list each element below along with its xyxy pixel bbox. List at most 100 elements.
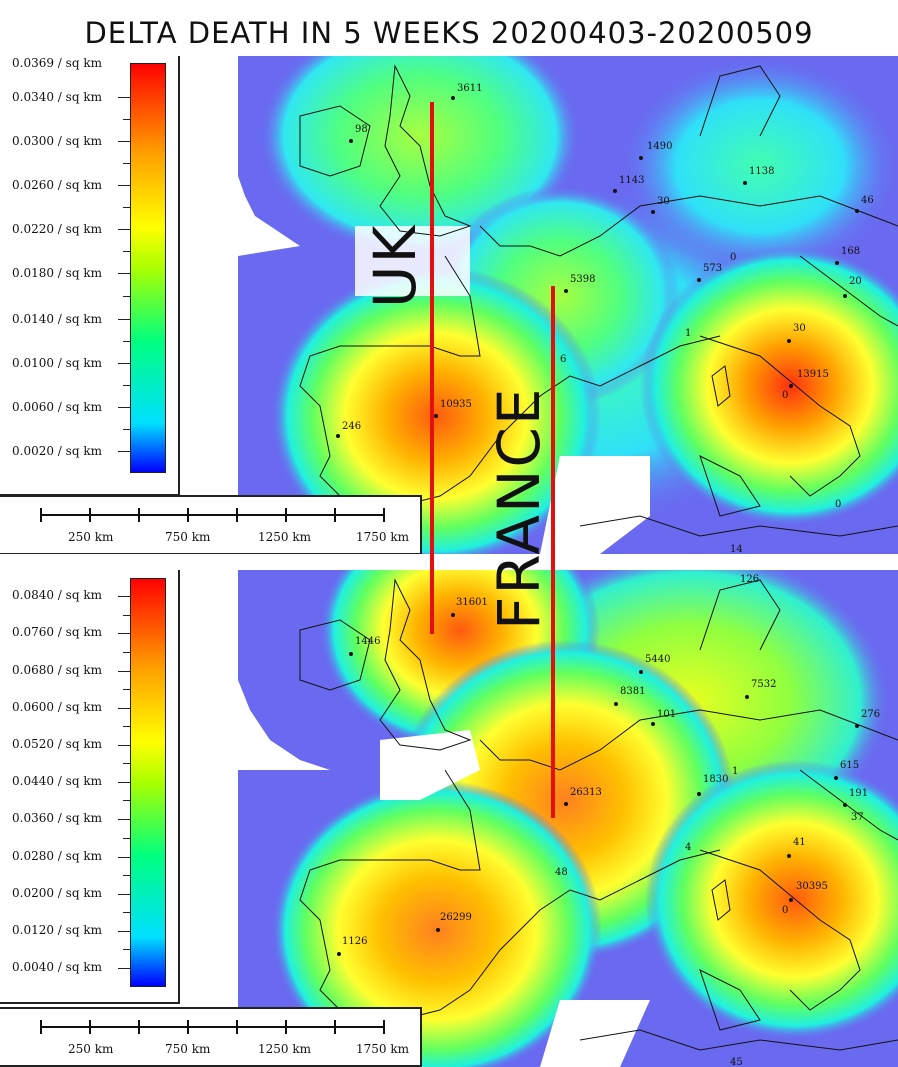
point-value: 37	[851, 812, 864, 823]
point-value: 26313	[570, 787, 602, 798]
data-point	[743, 181, 747, 185]
color-scale-bar	[130, 63, 166, 473]
legend-label: 0.0760 / sq km	[12, 625, 102, 639]
point-value: 0	[835, 499, 842, 510]
color-legend: 0.0369 / sq km 0.0340 / sq km 0.0300 / s…	[0, 56, 180, 496]
data-point	[349, 652, 353, 656]
point-value: 573	[703, 263, 723, 274]
scale-label: 250 km	[68, 1042, 114, 1056]
legend-label: 0.0680 / sq km	[12, 663, 102, 677]
legend-label: 0.0369 / sq km	[12, 56, 102, 70]
point-value: 30	[657, 196, 670, 207]
legend-label: 0.0260 / sq km	[12, 178, 102, 192]
data-point	[843, 803, 847, 807]
point-value: 4	[685, 842, 692, 853]
scale-label: 750 km	[165, 1042, 211, 1056]
legend-label: 0.0200 / sq km	[12, 886, 102, 900]
data-point	[613, 189, 617, 193]
point-value: 13915	[797, 369, 829, 380]
legend-label: 0.0360 / sq km	[12, 811, 102, 825]
data-point	[564, 289, 568, 293]
legend-label: 0.0300 / sq km	[12, 134, 102, 148]
point-value: 30	[793, 323, 806, 334]
scale-label: 1750 km	[356, 1042, 410, 1056]
legend-label: 0.0220 / sq km	[12, 222, 102, 236]
point-value: 1126	[342, 936, 368, 947]
legend-label: 0.0840 / sq km	[12, 588, 102, 602]
data-point	[697, 792, 701, 796]
point-value: 26299	[440, 912, 472, 923]
data-point	[789, 898, 793, 902]
point-value: 20	[849, 276, 862, 287]
point-value: 1446	[355, 636, 381, 647]
legend-label: 0.0020 / sq km	[12, 444, 102, 458]
point-value: 1	[685, 328, 692, 339]
point-value: 3611	[457, 83, 483, 94]
point-value: 0	[730, 252, 737, 263]
scale-label: 1250 km	[258, 530, 312, 544]
point-value: 1	[732, 766, 739, 777]
legend-label: 0.0340 / sq km	[12, 90, 102, 104]
heatmap-background	[0, 56, 898, 554]
point-value: 30395	[796, 881, 828, 892]
data-point	[337, 952, 341, 956]
point-value: 7532	[751, 679, 777, 690]
uk-label: UK	[361, 223, 429, 309]
data-point	[434, 414, 438, 418]
uk-red-line	[430, 102, 434, 634]
point-value: 31601	[456, 597, 488, 608]
france-label: FRANCE	[485, 386, 553, 630]
legend-label: 0.0060 / sq km	[12, 400, 102, 414]
point-value: 0	[782, 905, 789, 916]
point-value: 8381	[620, 686, 646, 697]
data-point	[787, 854, 791, 858]
heatmap-background	[0, 570, 898, 1067]
scale-bar: 250 km 750 km 1250 km 1750 km	[0, 495, 422, 554]
data-point	[789, 384, 793, 388]
data-point	[451, 96, 455, 100]
legend-label: 0.0280 / sq km	[12, 849, 102, 863]
legend-label: 0.0180 / sq km	[12, 266, 102, 280]
data-point	[651, 722, 655, 726]
data-point	[843, 294, 847, 298]
legend-label: 0.0100 / sq km	[12, 356, 102, 370]
data-point	[835, 261, 839, 265]
data-point	[639, 670, 643, 674]
point-value: 5398	[570, 274, 596, 285]
data-point	[436, 928, 440, 932]
point-value: 1830	[703, 774, 729, 785]
data-point	[855, 209, 859, 213]
legend-label: 0.0120 / sq km	[12, 923, 102, 937]
legend-label: 0.0440 / sq km	[12, 774, 102, 788]
legend-label: 0.0600 / sq km	[12, 700, 102, 714]
point-value: 1143	[619, 175, 645, 186]
data-point	[745, 695, 749, 699]
point-value: 14	[730, 544, 743, 554]
point-value: 98	[355, 124, 368, 135]
point-value: 46	[861, 195, 874, 206]
scale-label: 750 km	[165, 530, 211, 544]
data-point	[564, 802, 568, 806]
point-value: 0	[782, 390, 789, 401]
france-red-line	[551, 286, 555, 818]
point-value: 1490	[647, 141, 673, 152]
data-point	[855, 724, 859, 728]
point-value: 168	[841, 246, 861, 257]
point-value: 615	[840, 760, 860, 771]
data-point	[787, 339, 791, 343]
data-point	[834, 776, 838, 780]
data-point	[336, 434, 340, 438]
scale-bar: 250 km 750 km 1250 km 1750 km	[0, 1007, 422, 1067]
point-value: 48	[555, 867, 568, 878]
point-value: 5440	[645, 654, 671, 665]
point-value: 126	[740, 574, 760, 585]
data-point	[349, 139, 353, 143]
point-value: 45	[730, 1057, 743, 1067]
scale-label: 1750 km	[356, 530, 410, 544]
page-title: DELTA DEATH IN 5 WEEKS 20200403-20200509	[84, 16, 814, 50]
color-legend: 0.0840 / sq km 0.0760 / sq km 0.0680 / s…	[0, 570, 180, 1004]
point-value: 10935	[440, 399, 472, 410]
map-panel-week5: 0.0840 / sq km 0.0760 / sq km 0.0680 / s…	[0, 570, 898, 1067]
point-value: 6	[560, 354, 567, 365]
map-panel-week1: 0.0369 / sq km 0.0340 / sq km 0.0300 / s…	[0, 56, 898, 554]
